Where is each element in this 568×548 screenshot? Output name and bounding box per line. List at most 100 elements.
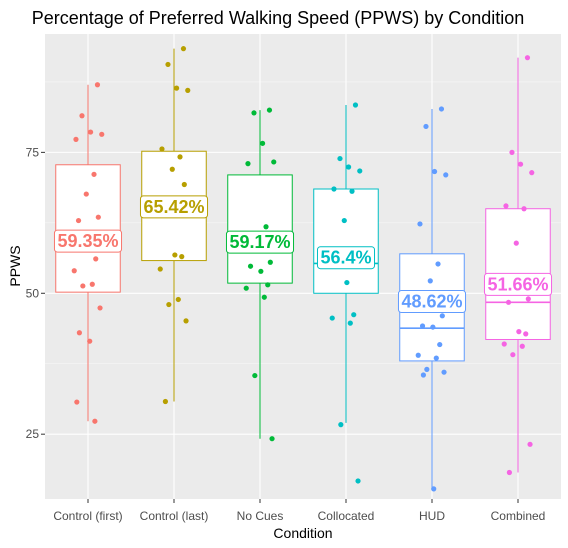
data-point: [87, 129, 94, 135]
data-point: [258, 268, 264, 274]
data-point: [329, 315, 335, 321]
data-point: [91, 171, 97, 177]
data-point: [89, 281, 95, 287]
data-point: [261, 294, 267, 300]
data-point: [529, 170, 535, 176]
data-point: [173, 85, 180, 91]
mean-label-layer: 59.35% 65.42% 59.17% 56.4% 48.62% 51.66%: [53, 195, 553, 314]
data-point: [337, 155, 343, 162]
data-point: [345, 164, 352, 170]
x-tick-label: HUD: [419, 509, 445, 523]
data-point: [267, 259, 273, 265]
data-point: [162, 398, 168, 405]
data-point: [331, 186, 337, 192]
data-point: [420, 372, 426, 378]
data-point: [259, 140, 266, 146]
data-point: [431, 168, 438, 175]
data-point: [437, 341, 443, 348]
data-point: [503, 203, 509, 209]
box-iqr: [55, 164, 121, 293]
data-point: [506, 469, 512, 476]
x-tick-label: Combined: [491, 509, 546, 523]
mean-label: 65.42%: [139, 195, 209, 219]
data-point: [83, 191, 89, 197]
data-point: [183, 318, 189, 324]
data-point: [263, 224, 269, 230]
mean-label-text: 56.4%: [320, 248, 371, 268]
x-tick-label: Control (last): [140, 509, 209, 523]
data-point: [175, 296, 181, 303]
data-point: [166, 301, 172, 308]
data-point: [438, 106, 445, 112]
data-point: [519, 343, 525, 349]
x-tick-label: Collocated: [318, 509, 375, 523]
data-point: [245, 161, 251, 167]
data-point: [509, 149, 515, 155]
data-point: [251, 110, 257, 116]
data-point: [521, 206, 527, 212]
mean-label-box: [316, 246, 376, 270]
data-point: [441, 369, 447, 375]
data-point: [527, 441, 533, 447]
y-axis-label: PPWS: [7, 245, 23, 286]
data-point: [430, 324, 436, 330]
data-point: [157, 266, 163, 272]
mean-label-text: 48.62%: [401, 292, 462, 312]
data-point: [181, 181, 187, 188]
data-point: [431, 486, 437, 492]
data-point: [419, 323, 426, 329]
data-point: [344, 279, 350, 286]
data-point: [97, 305, 103, 311]
data-point: [505, 299, 512, 305]
mean-label-box: [139, 195, 209, 219]
data-point: [75, 217, 82, 224]
data-point: [247, 263, 254, 269]
data-point: [347, 320, 353, 326]
data-point: [501, 341, 507, 347]
data-point: [423, 123, 429, 130]
data-point: [71, 268, 77, 274]
y-tick-label: 25: [26, 427, 40, 441]
x-tick-label: Control (first): [53, 509, 122, 523]
data-point: [516, 329, 522, 335]
mean-label-box: [483, 272, 553, 296]
data-point: [415, 352, 421, 358]
chart-title: Percentage of Preferred Walking Speed (P…: [32, 8, 525, 28]
data-point: [351, 312, 357, 318]
mean-label-box: [225, 230, 295, 254]
data-point: [513, 240, 519, 246]
x-axis-label: Condition: [273, 525, 332, 541]
data-point: [93, 256, 99, 262]
data-point: [525, 296, 531, 302]
data-point: [341, 217, 347, 224]
y-tick-label: 50: [26, 286, 40, 300]
point-layer: [71, 46, 535, 492]
data-point: [73, 136, 79, 142]
data-point: [185, 87, 191, 93]
data-point: [95, 214, 101, 220]
data-point: [269, 436, 275, 442]
data-point: [424, 366, 430, 372]
data-point: [159, 146, 165, 152]
data-point: [177, 154, 183, 160]
data-point: [169, 166, 175, 172]
data-point: [94, 82, 101, 88]
data-point: [523, 331, 529, 337]
data-point: [355, 478, 361, 484]
x-tick-label: No Cues: [237, 509, 284, 523]
mean-label: 59.17%: [225, 230, 295, 254]
data-point: [76, 330, 82, 336]
data-point: [79, 113, 85, 119]
data-point: [172, 252, 178, 258]
data-point: [179, 254, 185, 260]
data-point: [271, 159, 277, 165]
mean-label-text: 59.35%: [57, 231, 118, 251]
data-point: [357, 168, 363, 174]
x-axis-ticks: Control (first) Control (last) No Cues Coll…: [53, 499, 545, 523]
mean-label-text: 59.17%: [229, 232, 290, 252]
mean-label: 51.66%: [483, 272, 553, 296]
data-point: [338, 422, 344, 428]
plot-panel: [45, 34, 561, 499]
data-point: [435, 261, 441, 267]
